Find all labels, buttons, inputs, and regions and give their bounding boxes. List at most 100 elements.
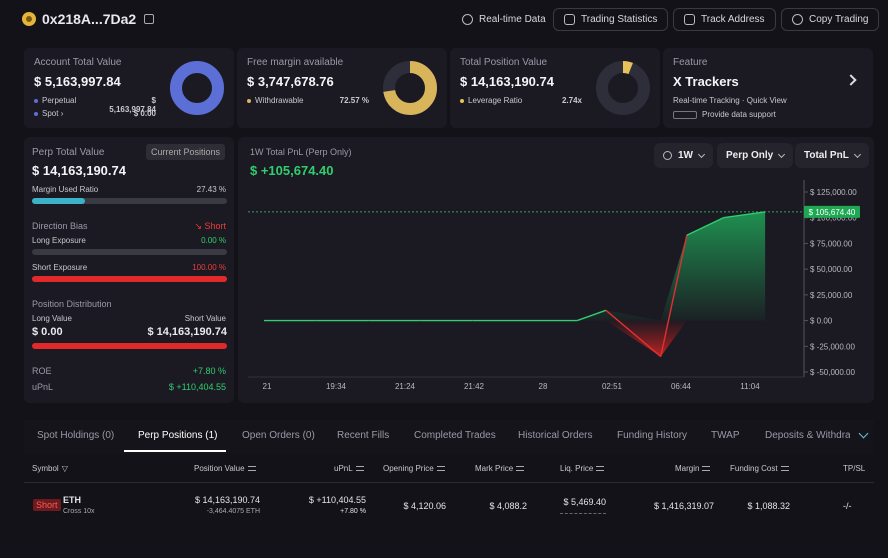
leverage-value: 2.74x xyxy=(561,96,582,105)
header: 0x218A...7Da2 Real-time Data Trading Sta… xyxy=(0,0,888,42)
real-time-data-button[interactable]: Real-time Data xyxy=(452,8,556,31)
tab-funding-history[interactable]: Funding History xyxy=(617,430,688,441)
pnl-value: $ +105,674.40 xyxy=(250,163,334,178)
withdrawable-value: 72.57 % xyxy=(339,96,369,105)
pnl-line-segment xyxy=(576,309,607,322)
copy-trading-button[interactable]: Copy Trading xyxy=(781,8,880,31)
filter-icon[interactable]: ▽ xyxy=(61,464,68,473)
perp-only-select[interactable]: Perp Only xyxy=(717,143,794,168)
address-bar: 0x218A...7Da2 xyxy=(22,11,155,27)
tab-deposits-withdraws[interactable]: Deposits & Withdraw xyxy=(765,430,850,441)
short-value: $ 14,163,190.74 xyxy=(147,326,227,338)
tab-open-orders[interactable]: Open Orders (0) xyxy=(242,430,315,441)
long-exposure-bar xyxy=(32,249,227,255)
clock-icon xyxy=(663,151,672,160)
monitor-icon xyxy=(684,14,695,25)
short-value-label: Short Value xyxy=(184,314,226,323)
pnl-line-segment xyxy=(660,235,688,357)
total-position-value: $ 14,163,190.74 xyxy=(460,74,554,89)
pnl-area-positive xyxy=(264,211,766,321)
header-mark-price[interactable]: Mark Price xyxy=(475,464,525,473)
y-tick-label: $ 125,000.00 xyxy=(810,188,857,197)
y-tick-label: $ 0.00 xyxy=(810,317,833,326)
current-value-badge xyxy=(804,205,860,218)
free-margin-label: Free margin available xyxy=(247,57,344,68)
header-opening-price[interactable]: Opening Price xyxy=(383,464,445,473)
copy-trade-icon xyxy=(792,14,803,25)
x-tick-label: 19:34 xyxy=(326,382,347,391)
chevron-down-icon xyxy=(697,150,706,158)
leverage-row: Leverage Ratio xyxy=(460,96,522,105)
long-exposure-value: 0.00 % xyxy=(201,236,226,245)
short-exposure-label: Short Exposure xyxy=(32,263,88,272)
header-upnl[interactable]: uPnL xyxy=(334,464,364,473)
tab-spot-holdings[interactable]: Spot Holdings (0) xyxy=(37,430,115,441)
tab-completed-trades[interactable]: Completed Trades xyxy=(414,430,496,441)
tpsl-value[interactable]: -/- xyxy=(843,501,852,511)
funding-cost: $ 1,088.32 xyxy=(747,501,790,511)
x-tick-label: 28 xyxy=(539,382,548,391)
symbol-name: ETH xyxy=(63,495,81,505)
total-position-label: Total Position Value xyxy=(460,57,548,68)
y-tick-label: $ -50,000.00 xyxy=(810,368,855,377)
pnl-chart-panel xyxy=(238,137,874,403)
margin-value: $ 1,416,319.07 xyxy=(653,501,714,511)
chevron-right-icon[interactable] xyxy=(845,74,857,86)
y-tick-label: $ 50,000.00 xyxy=(810,265,853,274)
x-tick-label: 21:24 xyxy=(395,382,416,391)
track-address-button[interactable]: Track Address xyxy=(673,8,776,31)
spot-value: $ 0.00 xyxy=(133,109,156,118)
pnl-area-negative xyxy=(264,320,766,357)
margin-used-bar xyxy=(32,198,227,204)
avatar xyxy=(22,12,36,26)
chevron-down-icon xyxy=(778,150,786,158)
tab-recent-fills[interactable]: Recent Fills xyxy=(337,430,390,441)
header-liq-price[interactable]: Liq. Price xyxy=(560,464,605,473)
timeframe-select[interactable]: 1W xyxy=(654,143,713,168)
current-positions-tag[interactable]: Current Positions xyxy=(146,144,226,160)
trading-statistics-button[interactable]: Trading Statistics xyxy=(553,8,669,31)
feature-card[interactable]: Feature X Trackers Real-time Tracking · … xyxy=(663,48,873,128)
margin-used-label: Margin Used Ratio xyxy=(32,185,99,194)
pnl-line-segment xyxy=(723,211,766,219)
upnl-label: uPnL xyxy=(32,382,54,392)
sort-icon xyxy=(702,466,711,471)
feature-subtitle: Real-time Tracking · Quick View xyxy=(673,96,787,105)
perpetual-value: $ 5,163,997.84 xyxy=(109,96,156,114)
tab-bar xyxy=(24,420,874,454)
tab-twap[interactable]: TWAP xyxy=(711,430,740,441)
direction-bias-label: Direction Bias xyxy=(32,221,88,231)
side-badge: Short xyxy=(33,499,61,511)
copy-icon[interactable] xyxy=(144,14,155,24)
total-pnl-select[interactable]: Total PnL xyxy=(795,143,869,168)
current-value-label: $ 105,674.40 xyxy=(809,208,856,217)
sort-icon xyxy=(247,466,256,471)
perpetual-row: Perpetual xyxy=(34,96,76,105)
sort-icon xyxy=(780,466,789,471)
tab-historical-orders[interactable]: Historical Orders xyxy=(518,430,593,441)
short-exposure-value: 100.00 % xyxy=(192,263,226,272)
free-margin-value: $ 3,747,678.76 xyxy=(247,74,334,89)
pnl-title: 1W Total PnL (Perp Only) xyxy=(250,147,352,157)
short-exposure-bar xyxy=(32,276,227,282)
liq-price-underline xyxy=(560,513,606,514)
spot-row[interactable]: Spot › xyxy=(34,109,63,118)
y-tick-label: $ 100,000.00 xyxy=(810,214,857,223)
long-value-label: Long Value xyxy=(32,314,72,323)
header-symbol[interactable]: Symbol ▽ xyxy=(32,464,68,473)
refresh-icon xyxy=(462,14,473,25)
pnl-chart: $ 125,000.00 $ 100,000.00 $ 75,000.00 $ 50,… xyxy=(248,180,860,391)
header-funding-cost[interactable]: Funding Cost xyxy=(730,464,789,473)
opening-price: $ 4,120.06 xyxy=(403,501,446,511)
feature-title: X Trackers xyxy=(673,74,739,89)
withdrawable-row: Withdrawable xyxy=(247,96,303,105)
header-margin[interactable]: Margin xyxy=(675,464,711,473)
stats-icon xyxy=(564,14,575,25)
perp-total-value: $ 14,163,190.74 xyxy=(32,163,126,178)
tab-perp-positions[interactable]: Perp Positions (1) xyxy=(138,430,218,441)
header-position-value[interactable]: Position Value xyxy=(194,464,256,473)
liq-price: $ 5,469.40 xyxy=(563,497,606,507)
x-tick-label: 11:04 xyxy=(740,382,760,391)
x-tick-label: 06:44 xyxy=(671,382,692,391)
account-value-label: Account Total Value xyxy=(34,57,122,68)
